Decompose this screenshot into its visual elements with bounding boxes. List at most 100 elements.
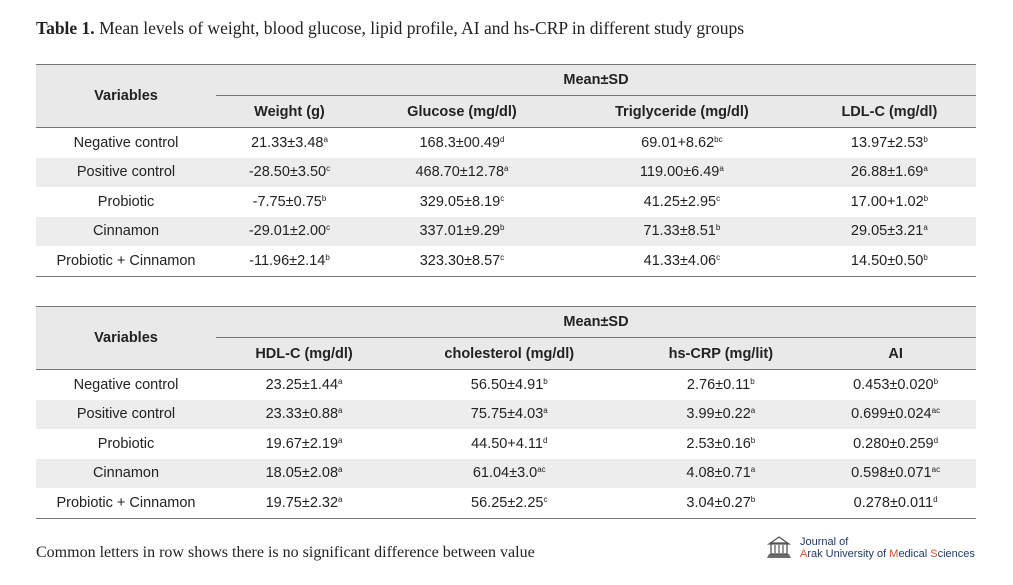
row-label: Probiotic [97, 193, 155, 210]
cell-value: -29.01±2.00 [248, 223, 327, 240]
cell-value: 29.05±3.21 [850, 223, 924, 240]
table-cell: 41.25±2.95c [561, 187, 803, 217]
significance-letter: b [923, 193, 929, 203]
row-label: Probiotic + Cinnamon [36, 488, 216, 519]
significance-letter: a [338, 494, 343, 504]
significance-letter: a [750, 406, 756, 416]
caption-text: Mean levels of weight, blood glucose, li… [99, 18, 745, 38]
mean-sd-header: Mean±SD [216, 306, 976, 338]
table-cell: -29.01±2.00c [216, 216, 363, 246]
cell-value: 23.25±1.44 [265, 376, 339, 393]
significance-letter: a [338, 435, 343, 445]
table-cell: 56.50±4.91b [392, 369, 627, 400]
journal-name: Journal of Arak University of Medical Sc… [800, 536, 975, 560]
table-row: Probiotic -7.75±0.75b 329.05±8.19c 41.25±2.… [36, 187, 976, 217]
cell-value: 75.75±4.03 [470, 406, 544, 423]
row-label: Positive control [36, 399, 216, 429]
table-cell: 337.01±9.29b [362, 216, 561, 246]
cell-value: 14.50±0.50 [850, 252, 924, 269]
table-cell: 17.00+1.02b [803, 187, 976, 217]
cell-value: 168.3±00.49 [419, 134, 500, 151]
cell-value: 61.04±3.0 [472, 465, 538, 482]
cell-value: 19.75±2.32 [265, 494, 339, 511]
table-cell: 13.97±2.53b [802, 127, 976, 158]
cell-value: 0.278±0.011 [853, 494, 934, 511]
journal-logo: Journal of Arak University of Medical Sc… [764, 534, 984, 564]
cell-value: 17.00+1.02 [850, 193, 924, 210]
table-row: Positive control 23.33±0.88a 75.75±4.03a 3.… [36, 399, 976, 429]
table-cell: -7.75±0.75b [216, 187, 363, 217]
table-cell: 44.50+4.11d [392, 429, 626, 459]
table-cell: -11.96±2.14b [216, 246, 363, 277]
cell-value: 41.25±2.95 [643, 193, 717, 210]
significance-letter: b [750, 376, 755, 386]
cell-value: 41.33±4.06 [643, 252, 717, 269]
significance-letter: a [719, 164, 724, 174]
table-cell: 4.08±0.71a [626, 458, 816, 488]
table-caption: Table 1. Mean levels of weight, blood gl… [36, 18, 744, 39]
cell-value: 13.97±2.53 [850, 134, 924, 151]
cell-value: 26.88±1.69 [850, 164, 924, 181]
significance-letter: d [933, 494, 938, 504]
table-1-body: Negative control 21.33±3.48a 168.3±00.49d 6… [36, 127, 976, 277]
table-cell: 323.30±8.57c [362, 246, 561, 277]
significance-letter: b [500, 223, 505, 233]
significance-letter: b [543, 376, 548, 386]
significance-letter: b [923, 134, 928, 144]
row-label: Negative control [36, 369, 216, 400]
significance-letter: b [321, 193, 327, 203]
table-row: Probiotic + Cinnamon 19.75±2.32a 56.25±2.2… [36, 488, 976, 519]
significance-letter: c [500, 252, 505, 262]
significance-letter: a [923, 223, 928, 233]
significance-letter: ac [931, 406, 941, 416]
row-label: Positive control [36, 157, 216, 187]
significance-letter: a [504, 164, 509, 174]
table-cell: 41.33±4.06c [561, 246, 803, 277]
table-cell: 0.598±0.071ac [815, 458, 976, 488]
table-cell: 18.05±2.08a [216, 458, 393, 488]
table-cell: 2.76±0.11b [626, 369, 816, 400]
row-label: Probiotic + Cinnamon [36, 246, 216, 277]
cell-value: 71.33±8.51 [643, 223, 716, 240]
col-header: Weight (g) [216, 95, 363, 128]
cell-value: 468.70±12.78 [415, 164, 505, 181]
table-cell: 14.50±0.50b [802, 246, 976, 277]
cell-value: 21.33±3.48 [251, 134, 324, 151]
significance-letter: d [542, 435, 548, 445]
significance-letter: d [933, 435, 939, 445]
significance-letter: c [716, 193, 721, 203]
cell-value: 323.30±8.57 [419, 252, 501, 269]
table-cell: 2.53±0.16b [626, 429, 815, 459]
significance-letter: b [715, 223, 721, 233]
cell-value: 0.699±0.024 [851, 406, 932, 423]
table-cell: 0.278±0.011d [815, 488, 976, 519]
table-cell: 0.280±0.259d [815, 429, 976, 459]
cell-value: 3.04±0.27 [686, 494, 751, 511]
table-row: Probiotic + Cinnamon -11.96±2.14b 323.30±8… [36, 246, 976, 277]
table-cell: 19.75±2.32a [216, 488, 393, 519]
cell-value: 18.05±2.08 [265, 465, 339, 482]
cell-value: -11.96±2.14 [249, 252, 326, 269]
row-label: Negative control [36, 127, 216, 158]
cell-value: 69.01+8.62 [641, 134, 715, 151]
significance-letter: c [543, 494, 548, 504]
table-cell: -28.50±3.50c [216, 157, 363, 187]
cell-value: 23.33±0.88 [265, 406, 339, 423]
table-cell: 69.01+8.62bc [561, 127, 803, 158]
table-cell: 119.00±6.49a [561, 157, 803, 187]
cell-value: -7.75±0.75 [252, 193, 322, 210]
table-cell: 56.25±2.25c [392, 488, 627, 519]
row-label: Cinnamon [36, 458, 216, 488]
significance-letter: a [338, 376, 343, 386]
table-row: Cinnamon 18.05±2.08a 61.04±3.0ac 4.08±0.71a… [36, 458, 976, 488]
significance-letter: b [923, 252, 928, 262]
mean-sd-header: Mean±SD [216, 64, 976, 96]
cell-value: 19.67±2.19 [265, 435, 339, 452]
significance-letter: b [750, 435, 756, 445]
cell-value: -28.50±3.50 [248, 164, 327, 181]
significance-letter: c [716, 252, 721, 262]
significance-letter: b [933, 376, 939, 386]
cell-value: 0.453±0.020 [853, 376, 934, 393]
cell-value: 56.50±4.91 [470, 376, 544, 393]
variables-header: Variables [36, 306, 216, 370]
